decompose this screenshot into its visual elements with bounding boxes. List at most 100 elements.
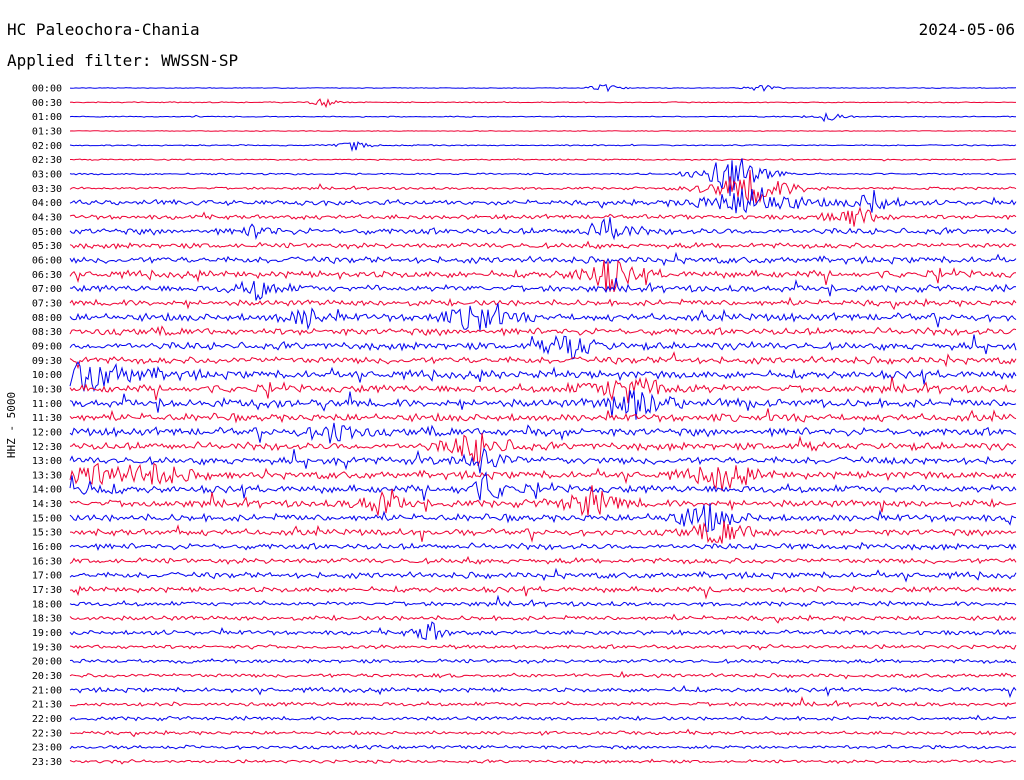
row-label: 03:00 (32, 169, 62, 180)
trace-row (69, 169, 1017, 204)
row-label: 05:30 (32, 241, 62, 252)
trace-row (69, 541, 1017, 552)
row-label: 09:30 (32, 356, 62, 367)
filter-label: Applied filter: WWSSN-SP (7, 51, 239, 70)
trace-row (69, 325, 1017, 337)
row-labels: 00:00 00:30 01:00 01:30 02:00 02:30 03:00 03:30… (32, 84, 62, 769)
row-label: 07:00 (32, 284, 62, 295)
trace-row (69, 685, 1017, 699)
row-label: 19:30 (32, 642, 62, 653)
trace-row (69, 447, 1017, 474)
trace-row (70, 158, 1017, 162)
row-label: 20:30 (32, 671, 62, 682)
row-label: 02:00 (32, 141, 62, 152)
trace-row (69, 240, 1017, 250)
trace-row (69, 303, 1017, 331)
trace-row (69, 390, 1017, 420)
row-label: 23:00 (32, 743, 62, 754)
trace-row (70, 521, 1017, 544)
trace-row (69, 277, 1017, 301)
trace-row (69, 422, 1017, 444)
row-label: 12:30 (32, 442, 62, 453)
trace-row (69, 259, 1017, 293)
trace-row (69, 744, 1017, 750)
row-label: 22:00 (32, 714, 62, 725)
row-label: 15:00 (32, 513, 62, 524)
trace-row (69, 376, 1017, 404)
row-label: 03:30 (32, 184, 62, 195)
trace-row (69, 758, 1017, 765)
row-label: 10:00 (32, 370, 62, 381)
row-label: 21:30 (32, 700, 62, 711)
row-label: 04:30 (32, 212, 62, 223)
row-label: 02:30 (32, 155, 62, 166)
station-title: HC Paleochora-Chania (7, 20, 200, 39)
trace-row (69, 206, 1017, 227)
trace-row (69, 408, 1017, 424)
row-label: 17:30 (32, 585, 62, 596)
row-label: 07:30 (32, 298, 62, 309)
row-label: 17:00 (32, 571, 62, 582)
trace-row (69, 696, 1017, 708)
seismic-traces (69, 84, 1017, 765)
row-label: 23:30 (32, 757, 62, 768)
trace-row (69, 432, 1017, 467)
row-label: 15:30 (32, 528, 62, 539)
trace-row (69, 217, 1017, 241)
trace-row (69, 714, 1017, 722)
trace-row (69, 567, 1017, 583)
row-label: 16:30 (32, 556, 62, 567)
trace-row (69, 351, 1017, 370)
row-label: 12:00 (32, 427, 62, 438)
row-label: 01:00 (32, 112, 62, 123)
trace-row (69, 141, 1017, 153)
row-label: 11:00 (32, 399, 62, 410)
trace-row (69, 585, 1017, 600)
row-label: 00:00 (32, 84, 62, 95)
trace-row (69, 670, 1017, 680)
row-label: 14:00 (32, 485, 62, 496)
row-label: 13:00 (32, 456, 62, 467)
row-label: 10:30 (32, 384, 62, 395)
trace-row (69, 485, 1017, 517)
trace-row (69, 361, 1017, 393)
trace-row (69, 158, 1017, 197)
trace-row (69, 130, 1017, 132)
trace-row (69, 594, 1017, 608)
trace-row (69, 296, 1017, 311)
row-label: 06:30 (32, 270, 62, 281)
row-label: 19:00 (32, 628, 62, 639)
row-label: 13:30 (32, 470, 62, 481)
trace-row (69, 98, 1016, 109)
row-label: 06:00 (32, 255, 62, 266)
row-label: 18:30 (32, 614, 62, 625)
record-date: 2024-05-06 (918, 20, 1015, 39)
row-label: 16:00 (32, 542, 62, 553)
row-label: 01:30 (32, 126, 62, 137)
row-label: 18:00 (32, 599, 62, 610)
trace-row (69, 334, 1017, 360)
row-label: 00:30 (32, 98, 62, 109)
row-label: 20:00 (32, 657, 62, 668)
trace-row (69, 503, 1017, 532)
row-label: 21:00 (32, 685, 62, 696)
row-label: 22:30 (32, 728, 62, 739)
trace-row (69, 187, 1017, 214)
trace-row (69, 643, 1017, 651)
trace-row (69, 555, 1017, 565)
row-label: 09:00 (32, 341, 62, 352)
row-label: 14:30 (32, 499, 62, 510)
trace-row (69, 613, 1017, 624)
row-label: 05:00 (32, 227, 62, 238)
row-label: 04:00 (32, 198, 62, 209)
trace-row (69, 471, 1017, 501)
trace-row (69, 658, 1017, 665)
trace-row (69, 111, 1017, 123)
row-label: 08:00 (32, 313, 62, 324)
y-axis-label: HHZ - 5000 (5, 392, 18, 458)
trace-row (69, 728, 1017, 738)
row-label: 08:30 (32, 327, 62, 338)
trace-row (69, 84, 1017, 93)
trace-row (69, 621, 1017, 641)
